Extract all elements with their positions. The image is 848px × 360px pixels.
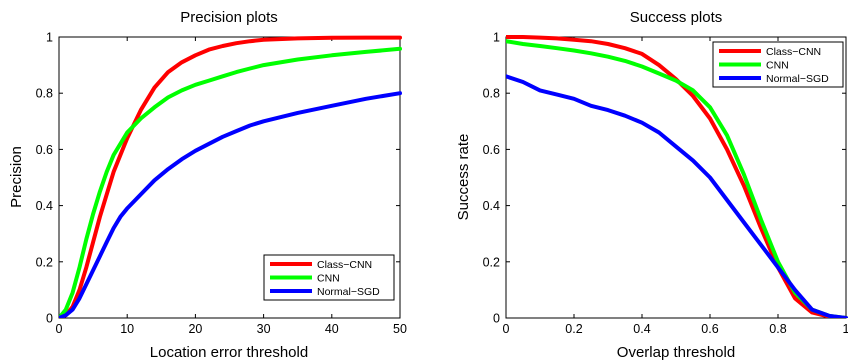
x-tick-label: 30: [257, 322, 271, 336]
x-tick-label: 50: [393, 322, 407, 336]
success-chart: Success plots Overlap threshold Success …: [455, 9, 848, 360]
y-tick-label: 0.2: [36, 255, 53, 269]
y-tick-label: 0.6: [36, 143, 53, 157]
x-axis-label: Overlap threshold: [617, 344, 735, 360]
x-tick-label: 0: [56, 322, 63, 336]
y-tick-label: 1: [493, 31, 500, 45]
y-tick-label: 0.8: [483, 87, 500, 101]
series-line-3: [506, 74, 848, 318]
series-line-2: [59, 46, 402, 318]
chart-title: Precision plots: [180, 9, 278, 26]
legend-label: Normal−SGD: [317, 286, 380, 298]
y-tick-label: 0.8: [36, 87, 53, 101]
legend-label: Normal−SGD: [766, 73, 829, 85]
x-tick-label: 0.6: [701, 322, 718, 336]
legend-label: Class−CNN: [766, 46, 821, 58]
x-tick-label: 1: [843, 322, 848, 336]
precision-chart: Precision plots Location error threshold…: [8, 9, 407, 360]
y-axis-label: Precision: [8, 146, 25, 208]
y-tick-label: 0: [46, 312, 53, 326]
x-tick-label: 0.4: [633, 322, 650, 336]
x-tick-label: 40: [325, 322, 339, 336]
y-tick-label: 0.4: [483, 199, 500, 213]
x-tick-label: 0.2: [565, 322, 582, 336]
legend-label: CNN: [317, 273, 340, 285]
legend-label: Class−CNN: [317, 259, 372, 271]
series-line-3: [59, 91, 402, 318]
legend-label: CNN: [766, 60, 789, 72]
x-tick-label: 0.8: [769, 322, 786, 336]
x-tick-label: 10: [120, 322, 134, 336]
x-axis-label: Location error threshold: [150, 344, 308, 360]
x-tick-label: 20: [188, 322, 202, 336]
x-tick-label: 0: [503, 322, 510, 336]
y-tick-label: 0: [493, 312, 500, 326]
series-line-1: [59, 35, 402, 318]
y-tick-label: 0.2: [483, 255, 500, 269]
y-tick-label: 1: [46, 31, 53, 45]
y-axis-label: Success rate: [455, 134, 472, 221]
y-tick-label: 0.6: [483, 143, 500, 157]
chart-title: Success plots: [630, 9, 723, 26]
y-tick-label: 0.4: [36, 199, 53, 213]
